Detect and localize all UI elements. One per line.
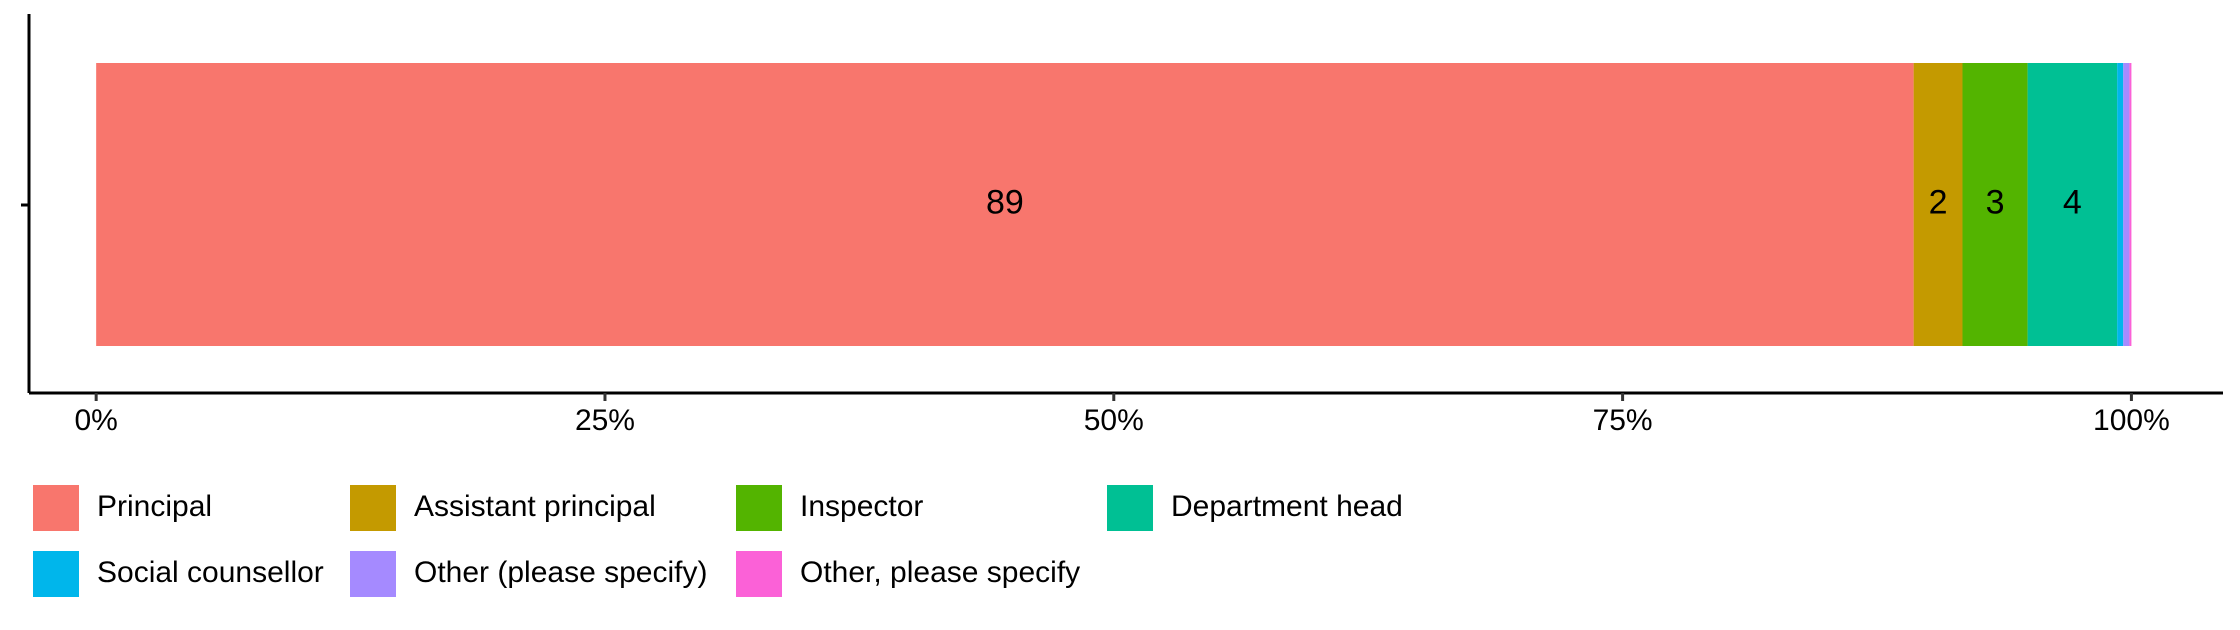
data-label: 4 — [2063, 183, 2082, 221]
bar-segment — [96, 63, 1914, 346]
legend-label: Other (please specify) — [414, 556, 707, 589]
bar-segment — [1962, 63, 2028, 346]
data-label: 89 — [986, 183, 1024, 221]
data-label: 3 — [1986, 183, 2005, 221]
bar-segment — [2123, 63, 2130, 346]
legend-key — [350, 485, 396, 531]
legend-key — [736, 551, 782, 597]
x-tick-label: 0% — [74, 404, 117, 437]
legend-label: Other, please specify — [800, 556, 1080, 589]
bar-segment — [2129, 63, 2132, 346]
legend-label: Principal — [97, 490, 212, 523]
x-tick-label: 50% — [1084, 404, 1144, 437]
bar-segment — [1913, 63, 1963, 346]
legend-label: Department head — [1171, 490, 1403, 523]
legend-label: Assistant principal — [414, 490, 656, 523]
legend-label: Social counsellor — [97, 556, 324, 589]
legend-key — [350, 551, 396, 597]
legend-key — [1107, 485, 1153, 531]
legend-key — [33, 485, 79, 531]
x-tick-label: 25% — [575, 404, 635, 437]
legend-label: Inspector — [800, 490, 923, 523]
bar-segment — [2117, 63, 2124, 346]
data-label: 2 — [1929, 183, 1948, 221]
legend-key — [33, 551, 79, 597]
bar-segment — [2027, 63, 2118, 346]
legend-key — [736, 485, 782, 531]
x-tick-label: 75% — [1593, 404, 1653, 437]
x-tick-label: 100% — [2093, 404, 2170, 437]
